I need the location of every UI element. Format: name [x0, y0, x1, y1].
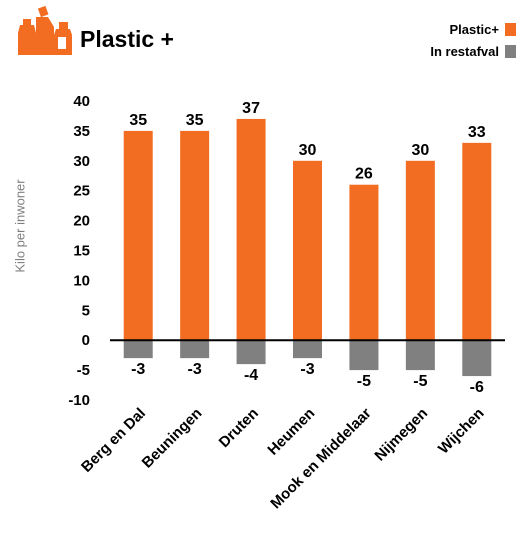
bar-plastic	[405, 160, 435, 341]
legend: Plastic+ In restafval	[430, 18, 516, 62]
x-tick-label: Nijmegen	[371, 405, 431, 465]
data-label: 26	[355, 166, 373, 183]
data-label: 33	[468, 124, 486, 141]
y-tick-label: 15	[73, 243, 90, 260]
x-tick-label: Berg en Dal	[78, 405, 149, 476]
legend-label: Plastic+	[449, 21, 499, 37]
x-tick-label: Druten	[216, 405, 262, 451]
bar-plastic	[462, 142, 492, 341]
data-label: -6	[470, 379, 484, 396]
data-label: -3	[188, 361, 202, 378]
legend-item-restafval: In restafval	[430, 40, 516, 62]
y-tick-label: 25	[73, 183, 90, 200]
x-tick-label: Mook en Middelaar	[267, 405, 375, 513]
y-tick-label: 5	[82, 302, 90, 319]
y-tick-label: 0	[82, 332, 90, 349]
x-tick-label: Beuningen	[139, 405, 206, 472]
bar-restafval	[293, 340, 322, 359]
y-axis-label: Kilo per inwoner	[12, 179, 28, 273]
bar-plastic	[180, 130, 210, 341]
bar-restafval	[462, 340, 492, 377]
bar-restafval	[405, 340, 435, 371]
legend-label: In restafval	[430, 43, 499, 59]
y-tick-label: 35	[73, 123, 90, 140]
data-label: -3	[131, 361, 145, 378]
data-label: -5	[413, 373, 427, 390]
data-label: 35	[129, 112, 147, 129]
data-label: 35	[186, 112, 204, 129]
data-label: 37	[242, 100, 260, 117]
data-label: -5	[357, 373, 371, 390]
bar-restafval	[180, 340, 210, 359]
bar-restafval	[236, 340, 266, 365]
legend-swatch-gray	[505, 44, 516, 58]
legend-item-plastic: Plastic+	[430, 18, 516, 40]
bar-restafval	[349, 340, 379, 371]
data-label: -4	[244, 367, 258, 384]
data-label: 30	[411, 142, 429, 159]
y-tick-label: -10	[68, 392, 90, 409]
y-tick-label: 20	[73, 213, 90, 230]
chart-title: Plastic +	[80, 26, 174, 52]
y-tick-label: 40	[73, 93, 90, 110]
bar-restafval	[123, 340, 153, 359]
chart-header: Plastic + Plastic+ In restafval	[0, 0, 526, 80]
x-tick-label: Heumen	[264, 405, 318, 459]
data-label: 30	[299, 142, 317, 159]
legend-swatch-orange	[505, 22, 516, 36]
y-tick-label: 30	[73, 153, 90, 170]
plastic-containers-icon	[14, 3, 74, 64]
bar-plastic	[349, 184, 379, 341]
y-tick-label: -5	[77, 362, 90, 379]
data-label: -3	[300, 361, 314, 378]
bar-plastic	[293, 160, 322, 341]
x-tick-label: Wijchen	[435, 405, 488, 458]
bar-plastic	[236, 118, 266, 341]
y-tick-label: 10	[73, 272, 90, 289]
bar-plastic	[123, 130, 153, 341]
